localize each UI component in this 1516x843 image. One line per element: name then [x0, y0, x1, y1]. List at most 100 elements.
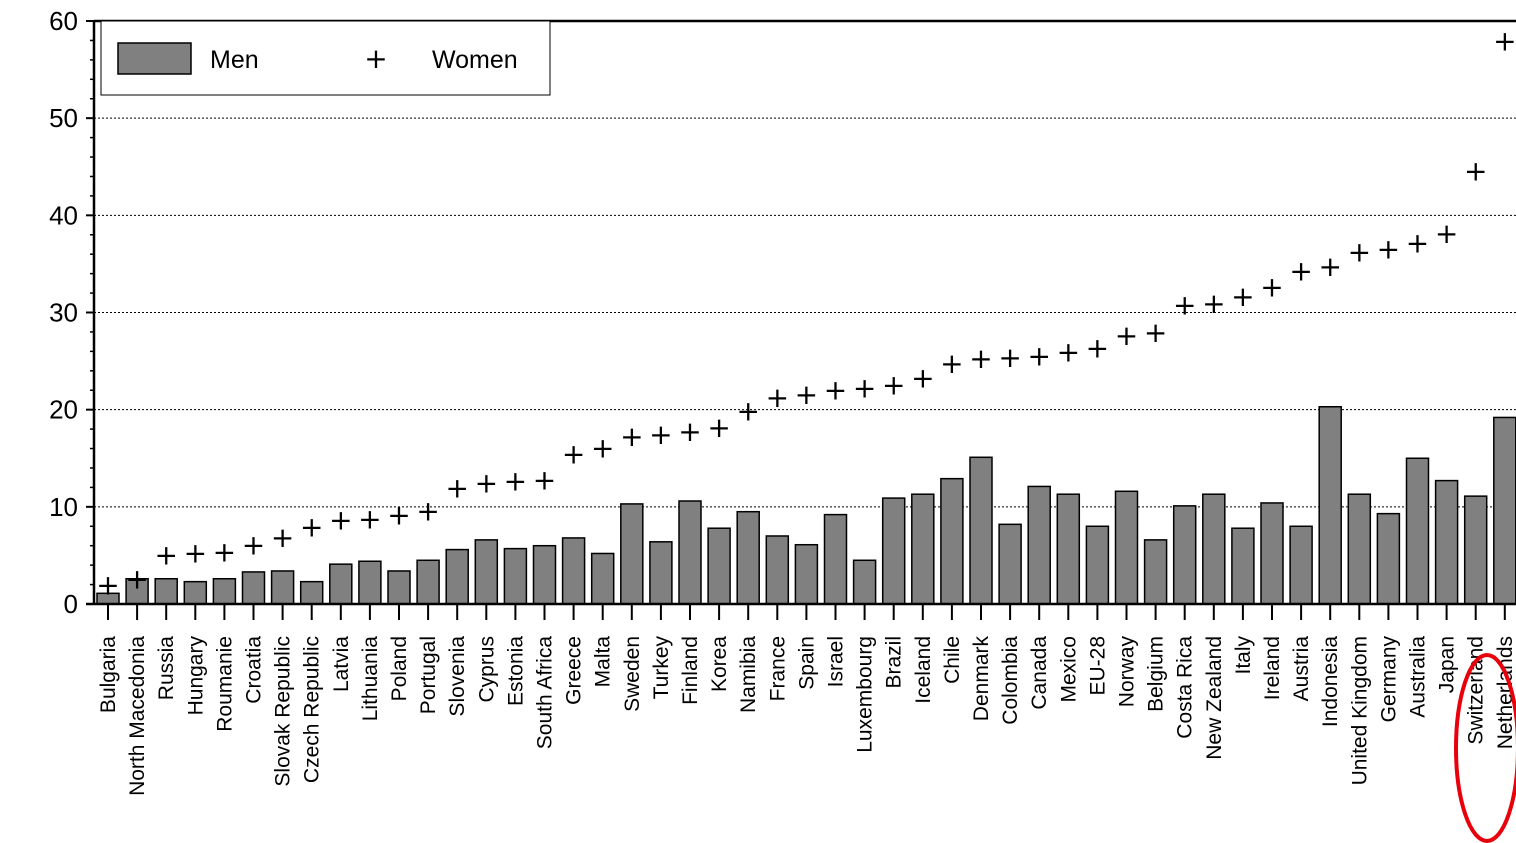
bar-men-germany: [1376, 512, 1401, 605]
x-category-label: Brazil: [883, 636, 906, 689]
marker-women-finland: +: [678, 415, 701, 448]
bar-men-denmark: [969, 456, 993, 605]
marker-women-korea: +: [707, 411, 730, 444]
bar-men-france: [765, 535, 790, 605]
bar-men-colombia: [998, 523, 1022, 605]
y-axis-ticks: 0 10 20 30 40 50 60: [49, 6, 94, 619]
bar-men-iceland: [911, 493, 935, 605]
marker-women-switzerland: +: [1464, 155, 1487, 188]
x-category-label: Slovenia: [446, 636, 469, 717]
y-tick-label: 30: [49, 298, 78, 328]
bar-men-sweden: [620, 503, 644, 605]
marker-women-estonia: +: [504, 465, 527, 498]
bar-men-italy: [1231, 527, 1255, 605]
x-category-label: EU-28: [1086, 636, 1109, 696]
y-tick-label: 50: [49, 103, 78, 133]
bar-men-turkey: [649, 541, 673, 605]
marker-women-chile: +: [940, 347, 963, 380]
marker-women-eu-28: +: [1086, 331, 1109, 364]
bar-men-netherlands: [1493, 416, 1516, 605]
switzerland-highlight-ellipse: [1454, 653, 1516, 843]
legend-box: [100, 20, 551, 96]
marker-women-france: +: [766, 381, 789, 414]
bar-men-belgium: [1143, 539, 1168, 605]
women-markers: + ++ + + + + + + + + ++ + + ++ + + + + ++ + + + + + + + + + + + + + ++ + +…: [96, 24, 1516, 601]
marker-women-netherlands: +: [1493, 24, 1516, 57]
x-category-label: Sweden: [621, 636, 644, 712]
x-category-label: Poland: [388, 636, 411, 701]
marker-women-denmark: +: [969, 342, 992, 375]
x-category-label: Australia: [1407, 636, 1430, 718]
marker-women-costa-rica: +: [1173, 289, 1196, 322]
x-axis-labels: Bulgaria North Macedonia Russia Hungary Roum…: [97, 636, 1516, 796]
bar-men-mexico: [1056, 493, 1081, 605]
bar-men-finland: [678, 500, 702, 605]
marker-women-namibia: +: [736, 395, 759, 428]
x-category-label: Luxembourg: [854, 636, 877, 753]
bar-men-croatia: [241, 571, 266, 605]
men-bars: [96, 406, 1516, 605]
bar-men-israel: [823, 513, 848, 605]
bar-men-costa-rica: [1172, 505, 1197, 605]
bar-men-luxembourg: [852, 559, 877, 605]
x-category-label: North Macedonia: [126, 636, 149, 796]
x-category-label: Turkey: [650, 636, 673, 700]
marker-women-roumanie: +: [213, 536, 236, 569]
x-category-label: Russia: [155, 636, 178, 701]
x-category-label: Estonia: [504, 636, 527, 706]
x-category-label: South Africa: [534, 636, 557, 750]
bar-men-ireland: [1260, 502, 1284, 605]
legend: Men + Women: [100, 20, 551, 96]
x-category-label: Chile: [941, 636, 964, 684]
x-category-label: Belgium: [1145, 636, 1168, 712]
x-category-label: Czech Republic: [301, 636, 324, 783]
x-category-label: Iceland: [912, 636, 935, 704]
bar-men-new-zealand: [1202, 493, 1226, 605]
x-category-label: Germany: [1377, 636, 1400, 723]
bar-men-cyprus: [474, 539, 499, 605]
x-category-label: Mexico: [1057, 636, 1080, 703]
x-category-label: New Zealand: [1203, 636, 1226, 760]
x-category-label: Portugal: [417, 636, 440, 714]
bar-men-slovenia: [445, 548, 469, 605]
marker-women-austria: +: [1289, 255, 1312, 288]
x-category-label: Korea: [708, 636, 731, 692]
marker-women-slovak-republic: +: [271, 521, 294, 554]
bar-men-latvia: [329, 563, 353, 605]
legend-men-label: Men: [210, 46, 259, 74]
bar-men-canada: [1027, 485, 1051, 605]
marker-women-russia: +: [154, 538, 177, 571]
bar-men-malta: [590, 552, 615, 605]
bar-men-austria: [1289, 525, 1313, 605]
bar-men-chile: [940, 477, 964, 605]
marker-women-new-zealand: +: [1202, 287, 1225, 320]
marker-women-israel: +: [824, 373, 847, 406]
marker-women-latvia: +: [329, 503, 352, 536]
bar-men-switzerland: [1463, 495, 1488, 605]
x-category-label: Israel: [825, 636, 848, 687]
x-category-label: Indonesia: [1319, 636, 1342, 727]
marker-women-belgium: +: [1144, 316, 1167, 349]
x-category-label: Croatia: [243, 636, 266, 704]
x-category-label: Malta: [592, 636, 615, 688]
marker-women-germany: +: [1377, 232, 1400, 265]
bar-men-namibia: [736, 510, 760, 605]
x-category-label: Norway: [1116, 636, 1139, 708]
marker-women-czech-republic: +: [300, 510, 323, 543]
bar-men-eu-28: [1085, 525, 1110, 605]
x-category-label: Latvia: [330, 636, 353, 692]
marker-women-norway: +: [1115, 319, 1138, 352]
marker-women-sweden: +: [620, 420, 643, 453]
x-category-label: Cyprus: [475, 636, 498, 703]
marker-women-united-kingdom: +: [1348, 235, 1371, 268]
bar-men-korea: [707, 527, 731, 605]
x-category-label: Colombia: [999, 636, 1022, 725]
marker-women-croatia: +: [242, 529, 265, 562]
legend-women-label: Women: [432, 46, 518, 74]
y-tick-label: 0: [64, 589, 78, 619]
marker-women-luxembourg: +: [853, 371, 876, 404]
x-category-label: Italy: [1232, 636, 1255, 675]
legend-men-swatch: [117, 42, 192, 75]
y-tick-label: 20: [49, 395, 78, 425]
